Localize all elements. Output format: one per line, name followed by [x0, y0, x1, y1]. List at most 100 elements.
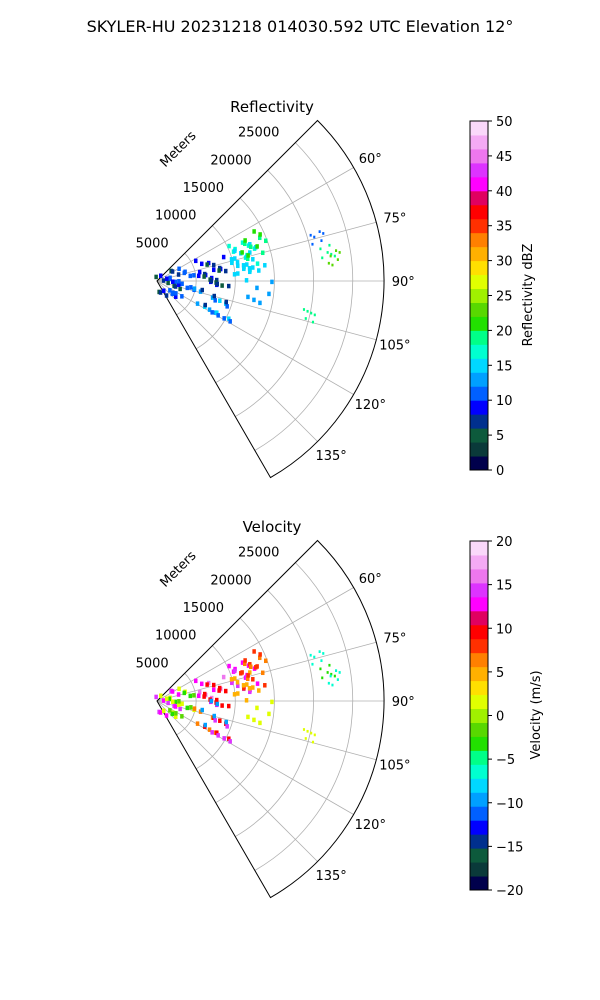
- colorbar-tick-label: 10: [496, 622, 513, 637]
- colorbar-segment: [470, 428, 488, 443]
- colorbar-segment: [470, 414, 488, 429]
- colorbar-tick-label: 35: [496, 220, 513, 235]
- azimuth-tick-label: 120°: [355, 818, 386, 833]
- colorbar-segment: [470, 442, 488, 457]
- echo-cell: [246, 699, 274, 726]
- colorbar-tick-label: 10: [496, 394, 513, 409]
- colorbar-segment: [470, 848, 488, 863]
- echo-cell: [229, 677, 252, 703]
- colorbar-segment: [470, 358, 488, 373]
- colorbar-segment: [470, 582, 488, 598]
- panel-title: Velocity: [243, 518, 302, 536]
- echo-cell: [229, 257, 252, 283]
- echo-cell: [327, 669, 341, 687]
- echo-cell: [159, 273, 181, 299]
- range-ring: [235, 590, 314, 837]
- azimuth-tick-label: 75°: [383, 631, 406, 646]
- colorbar-segment: [470, 876, 488, 891]
- colorbar-segment: [470, 302, 488, 317]
- echo-cell: [167, 690, 193, 717]
- range-axis-label: Meters: [158, 128, 200, 170]
- colorbar-segment: [470, 834, 488, 849]
- colorbar-segment: [470, 610, 488, 626]
- echo-cell: [319, 243, 336, 260]
- range-tick-label: 15000: [183, 181, 224, 196]
- colorbar-segment: [470, 722, 488, 737]
- colorbar-segment: [470, 330, 488, 345]
- range-tick-label: 5000: [136, 656, 169, 671]
- echo-cell: [168, 273, 196, 299]
- echo-cell: [167, 270, 193, 297]
- colorbar-tick-label: −15: [496, 840, 523, 855]
- range-ring: [254, 562, 354, 871]
- range-axis-label: Meters: [158, 548, 200, 590]
- colorbar-segment: [470, 541, 488, 556]
- colorbar-segment: [470, 204, 488, 220]
- colorbar-segment: [470, 344, 488, 359]
- colorbar-tick-label: 0: [496, 710, 504, 725]
- range-tick-label: 10000: [155, 629, 196, 644]
- azimuth-spoke: [156, 587, 354, 702]
- azimuth-tick-label: 75°: [383, 211, 406, 226]
- colorbar-segment: [470, 316, 488, 331]
- azimuth-tick-label: 90°: [392, 275, 415, 290]
- range-tick-label: 25000: [238, 546, 279, 561]
- colorbar-segment: [470, 148, 488, 164]
- reflectivity-panel: Reflectivity Meters 5000 10000 15000 20000 2…: [136, 98, 536, 479]
- echo-cell: [158, 269, 181, 298]
- range-tick-labels: 5000 10000 15000 20000 25000: [136, 126, 280, 252]
- colorbar-segment: [470, 820, 488, 835]
- colorbar-segment: [470, 400, 488, 415]
- azimuth-spoke: [156, 221, 377, 282]
- colorbar-segment: [470, 750, 488, 765]
- echo-cell: [242, 655, 268, 682]
- colorbar-segment: [470, 274, 488, 290]
- polar-sector: [156, 119, 385, 479]
- echo-cell: [210, 298, 232, 324]
- colorbar-tick-label: 15: [496, 359, 513, 374]
- range-ring: [195, 225, 236, 350]
- colorbar-segment: [470, 218, 488, 234]
- sector-frame: [156, 539, 385, 899]
- colorbar-tick-label: 45: [496, 150, 513, 165]
- colorbar-tick-label: 50: [496, 115, 513, 130]
- colorbar-tick-label: −20: [496, 884, 523, 899]
- azimuth-spoke: [156, 280, 318, 442]
- colorbar-segment: [470, 708, 488, 723]
- colorbar-tick-label: 30: [496, 255, 513, 270]
- range-tick-label: 25000: [238, 126, 279, 141]
- colorbar-segment: [470, 232, 488, 248]
- colorbar-segment: [470, 246, 488, 262]
- echo-cell: [302, 308, 316, 324]
- range-ring: [195, 645, 236, 770]
- colorbar-tick-label: 40: [496, 185, 513, 200]
- colorbar-segment: [470, 372, 488, 387]
- echo-cell: [319, 663, 336, 680]
- colorbar-segment: [470, 792, 488, 807]
- colorbar-tick-label: −10: [496, 797, 523, 812]
- colorbar-tick-label: 25: [496, 290, 513, 305]
- echo-layer: [154, 649, 341, 744]
- figure-title: SKYLER-HU 20231218 014030.592 UTC Elevat…: [87, 17, 514, 36]
- azimuth-tick-labels: 60° 75° 90° 105° 120° 135°: [315, 152, 414, 464]
- echo-cell: [240, 229, 262, 258]
- echo-cell: [246, 279, 274, 306]
- range-tick-label: 5000: [136, 236, 169, 251]
- colorbar-segment: [470, 638, 488, 654]
- panel-title: Reflectivity: [230, 98, 314, 116]
- colorbar-segment: [470, 624, 488, 640]
- colorbar-segment: [470, 121, 488, 136]
- colorbar-segment: [470, 176, 488, 192]
- colorbar-tick-label: 15: [496, 579, 513, 594]
- echo-cell: [158, 689, 181, 718]
- velocity-colorbar: −20 −15 −10 −5 0 5 10 15 20: [469, 535, 523, 899]
- colorbar-tick-label: 5: [496, 666, 504, 681]
- echo-cell: [233, 250, 261, 276]
- echo-cell: [159, 693, 181, 719]
- azimuth-tick-label: 135°: [315, 449, 346, 464]
- echo-cell: [309, 650, 325, 666]
- colorbar-segment: [470, 134, 488, 150]
- colorbar-segment: [470, 596, 488, 612]
- sector-frame: [156, 119, 385, 479]
